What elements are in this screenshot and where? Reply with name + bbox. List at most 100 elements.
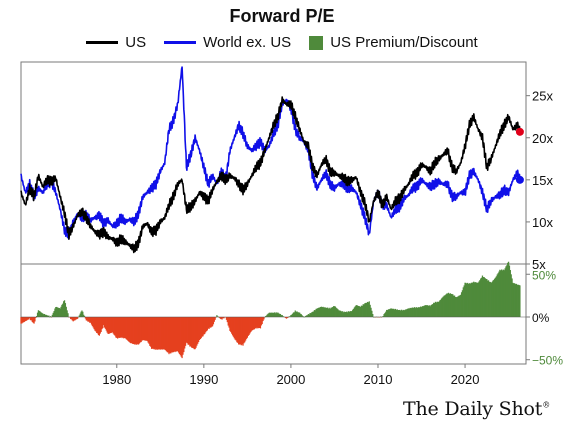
premium-bar xyxy=(40,312,42,317)
premium-bar xyxy=(143,316,145,341)
premium-bar xyxy=(243,316,245,344)
premium-bar xyxy=(496,274,498,317)
premium-bar xyxy=(43,313,46,317)
premium-bar xyxy=(127,316,129,342)
premium-bar xyxy=(386,309,388,317)
premium-bar xyxy=(100,316,102,332)
legend-item-world[interactable]: World ex. US xyxy=(164,34,291,51)
premium-bar xyxy=(402,309,404,317)
premium-bar xyxy=(452,294,454,317)
premium-bar xyxy=(445,294,447,317)
premium-bar xyxy=(278,313,280,317)
premium-bar xyxy=(150,316,152,347)
premium-bar xyxy=(177,316,180,353)
premium-bar xyxy=(392,308,394,317)
premium-bar xyxy=(357,305,359,317)
premium-bar xyxy=(35,316,37,318)
premium-bar xyxy=(161,316,163,350)
premium-bar xyxy=(182,316,184,355)
premium-bar xyxy=(56,306,58,317)
premium-bar xyxy=(511,278,513,317)
premium-bar xyxy=(193,316,195,350)
premium-bar xyxy=(348,311,350,317)
premium-bar xyxy=(291,314,293,317)
premium-bar xyxy=(426,305,429,317)
premium-bar xyxy=(492,280,494,317)
premium-bar xyxy=(425,305,427,317)
legend-label-us: US xyxy=(125,34,147,51)
premium-bar xyxy=(405,309,407,317)
premium-bar xyxy=(29,316,31,319)
premium-bar xyxy=(230,316,232,333)
premium-bar xyxy=(37,310,40,317)
premium-bar xyxy=(72,316,74,322)
premium-bar xyxy=(326,307,329,317)
premium-bar xyxy=(76,316,79,319)
premium-bar xyxy=(389,308,391,317)
premium-bar xyxy=(192,316,195,349)
premium-bar xyxy=(270,312,272,317)
premium-bar xyxy=(509,270,511,317)
premium-bar xyxy=(447,293,449,317)
premium-bar xyxy=(513,283,515,317)
premium-bar xyxy=(430,304,432,317)
premium-bar xyxy=(245,316,248,339)
premium-bar xyxy=(152,316,154,349)
premium-bar xyxy=(320,306,323,317)
premium-bar xyxy=(29,316,32,321)
premium-bar xyxy=(256,316,258,328)
premium-bar xyxy=(96,316,99,334)
premium-bar xyxy=(23,316,26,322)
premium-bar xyxy=(335,307,337,317)
premium-bar xyxy=(112,316,114,334)
premium-bar xyxy=(117,316,120,338)
premium-bar xyxy=(45,314,47,317)
premium-bar xyxy=(318,307,320,317)
premium-bar xyxy=(187,316,189,345)
premium-bar xyxy=(106,316,108,333)
premium-bar xyxy=(76,316,78,320)
premium-bar xyxy=(175,316,177,352)
legend-item-premium[interactable]: US Premium/Discount xyxy=(309,34,478,51)
premium-bar xyxy=(33,316,35,324)
premium-bar xyxy=(444,295,446,317)
premium-bar xyxy=(486,279,488,317)
premium-bar xyxy=(214,316,216,320)
premium-bar xyxy=(71,316,74,321)
premium-bar xyxy=(28,316,30,320)
premium-bar xyxy=(223,316,225,319)
premium-bar xyxy=(305,315,307,317)
premium-bar xyxy=(280,315,282,317)
premium-bar xyxy=(364,303,366,317)
premium-bar xyxy=(120,316,122,338)
premium-bar xyxy=(458,295,460,317)
premium-bar xyxy=(27,316,29,320)
premium-bar xyxy=(148,316,150,344)
premium-bar xyxy=(263,316,265,320)
premium-bar xyxy=(210,316,212,328)
legend-swatch-us xyxy=(86,41,119,44)
premium-bar xyxy=(393,308,395,317)
premium-bar xyxy=(170,316,173,353)
premium-bar xyxy=(467,282,469,317)
premium-bar xyxy=(313,310,316,317)
premium-bar xyxy=(456,296,458,317)
premium-bar xyxy=(285,316,287,319)
premium-bar xyxy=(385,311,387,317)
premium-bar xyxy=(494,277,497,317)
premium-bar xyxy=(83,315,86,317)
premium-bar xyxy=(241,316,243,345)
premium-bar xyxy=(514,283,516,317)
premium-bar xyxy=(427,305,430,317)
premium-bar xyxy=(415,307,417,317)
premium-bar xyxy=(336,308,338,317)
legend-swatch-world xyxy=(164,41,197,44)
premium-bar xyxy=(53,311,55,317)
premium-bar xyxy=(51,314,53,317)
premium-bar xyxy=(346,311,348,317)
premium-bar xyxy=(363,304,365,317)
premium-bar xyxy=(450,293,452,317)
premium-bar xyxy=(459,295,461,317)
legend-item-us[interactable]: US xyxy=(86,34,146,51)
premium-bar xyxy=(495,276,498,317)
